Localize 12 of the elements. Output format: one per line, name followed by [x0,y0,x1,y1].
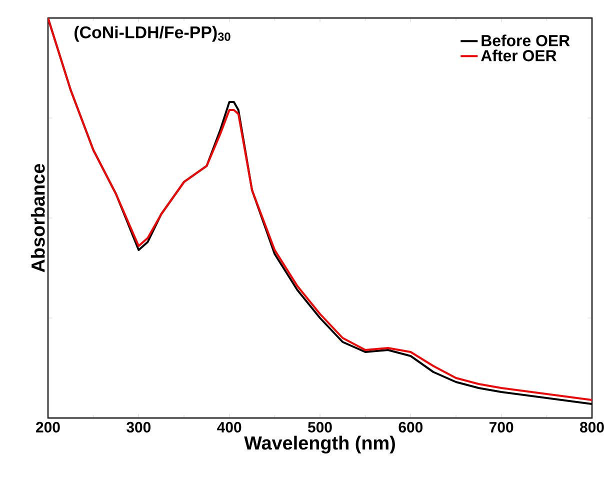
legend-label: After OER [481,50,556,62]
chart-title: (CoNi-LDH/Fe-PP)$_{30}$ [74,26,230,42]
legend-label: Before OER [482,34,570,46]
x-tick-label: 800 [580,422,604,432]
x-tick-label: 500 [308,422,332,432]
x-tick-label: 600 [398,422,423,432]
y-axis-title: Absorbance [30,164,45,272]
x-axis-title: Wavelength (nm) [244,436,395,454]
x-tick-label: 300 [126,422,151,433]
x-tick-label: 200 [36,422,60,432]
x-tick-label: 700 [490,422,514,432]
x-tick-label: 400 [217,422,242,432]
